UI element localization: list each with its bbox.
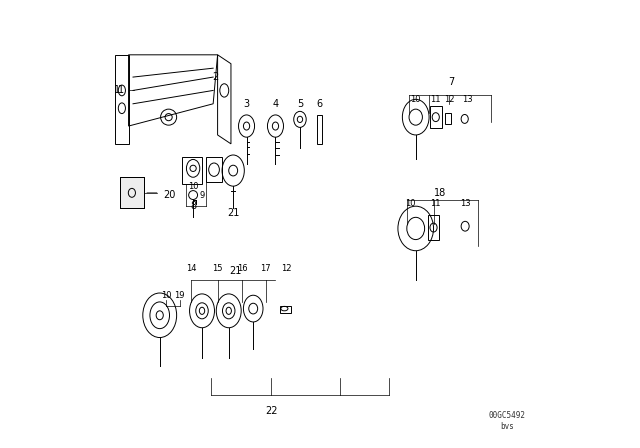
Text: 2: 2 [212, 72, 218, 82]
Bar [428, 215, 439, 240]
Text: 12: 12 [444, 95, 454, 104]
Text: 11: 11 [431, 95, 441, 104]
Text: 12: 12 [282, 264, 292, 273]
Text: 19: 19 [175, 291, 185, 300]
Text: 14: 14 [186, 264, 196, 273]
Text: 10: 10 [405, 199, 415, 208]
Text: 10: 10 [161, 291, 172, 300]
Text: 1: 1 [118, 86, 134, 95]
Text: 1: 1 [115, 86, 120, 95]
Text: 5: 5 [297, 99, 303, 109]
Bar [120, 177, 144, 208]
Text: 21: 21 [229, 266, 241, 276]
Text: 3: 3 [243, 99, 250, 109]
Text: 8: 8 [190, 201, 196, 211]
Bar [280, 306, 291, 313]
Text: 20: 20 [163, 190, 175, 200]
Text: 13: 13 [461, 95, 472, 104]
Text: 6: 6 [317, 99, 323, 109]
Bar [445, 113, 451, 124]
Text: 15: 15 [212, 264, 223, 273]
Text: 11: 11 [429, 199, 440, 208]
Text: 18: 18 [434, 188, 446, 198]
Text: 10: 10 [188, 181, 198, 191]
Text: 21: 21 [227, 208, 239, 218]
Text: 22: 22 [265, 406, 277, 416]
Bar [120, 177, 144, 208]
Text: 17: 17 [260, 264, 271, 273]
Text: 10: 10 [410, 95, 421, 104]
Text: 9: 9 [200, 190, 205, 199]
Bar [317, 115, 322, 144]
Text: 00GC5492: 00GC5492 [488, 411, 525, 420]
Text: 7: 7 [448, 77, 454, 86]
Text: 4: 4 [273, 99, 278, 109]
Text: bvs: bvs [500, 422, 514, 431]
Text: 16: 16 [237, 264, 248, 273]
Bar [431, 106, 442, 128]
Bar [182, 157, 202, 184]
Text: 13: 13 [460, 199, 470, 208]
Bar [207, 157, 222, 182]
